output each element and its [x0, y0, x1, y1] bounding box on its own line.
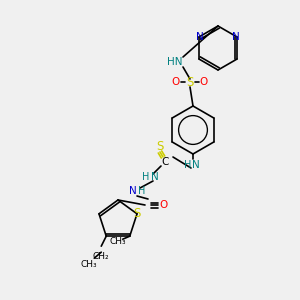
Text: CH₂: CH₂	[93, 252, 110, 261]
Text: H: H	[142, 172, 150, 182]
Text: H: H	[138, 186, 146, 196]
Text: O: O	[172, 77, 180, 87]
Text: O: O	[200, 77, 208, 87]
Text: S: S	[186, 76, 194, 88]
Text: N: N	[196, 32, 204, 42]
Text: O: O	[160, 200, 168, 210]
Text: CH₃: CH₃	[110, 237, 126, 246]
Text: CH₃: CH₃	[81, 260, 98, 269]
Text: C: C	[161, 157, 169, 167]
Text: N: N	[232, 32, 240, 42]
Text: H: H	[184, 160, 192, 170]
Text: S: S	[156, 140, 164, 152]
Text: N: N	[129, 186, 137, 196]
Text: S: S	[133, 207, 141, 220]
Text: N: N	[192, 160, 200, 170]
Text: N: N	[151, 172, 159, 182]
Text: HN: HN	[167, 57, 183, 67]
